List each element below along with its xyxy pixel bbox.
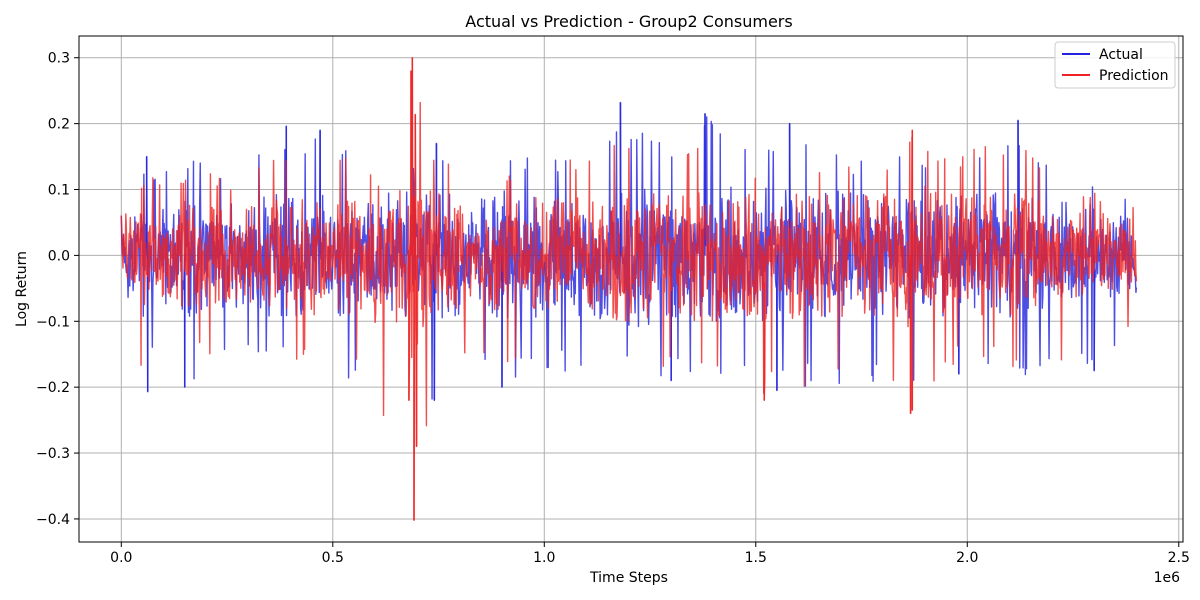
- y-tick-label: 0.0: [48, 248, 70, 264]
- series-line-prediction: [120, 57, 1138, 521]
- y-tick-label: −0.4: [36, 512, 70, 528]
- x-tick-label: 1.0: [533, 550, 555, 566]
- plot-frame: [78, 35, 1184, 543]
- x-tick-label: 2.0: [956, 550, 978, 566]
- y-axis-title: Log Return: [14, 251, 30, 327]
- x-tick-label: 1.5: [745, 550, 767, 566]
- chart-title: Actual vs Prediction - Group2 Consumers: [465, 12, 792, 31]
- tick-layer: 0.0 0.5 1.0 1.5 2.0 2.5 0.3 0.2 0.1 0.0 −0.1 −0.2 −0…: [36, 51, 1190, 566]
- y-tick-label: −0.3: [36, 446, 70, 462]
- x-axis-offset-label: 1e6: [1154, 570, 1181, 586]
- y-tick-label: −0.2: [36, 380, 70, 396]
- series-prediction: [120, 57, 1138, 521]
- legend-label-actual: Actual: [1099, 47, 1143, 63]
- y-tick-label: 0.1: [48, 183, 70, 199]
- y-tick-label: 0.3: [48, 51, 70, 67]
- x-tick-label: 2.5: [1168, 550, 1190, 566]
- y-tick-label: 0.2: [48, 117, 70, 133]
- x-tick-label: 0.0: [110, 550, 132, 566]
- x-tick-label: 0.5: [322, 550, 344, 566]
- legend-label-prediction: Prediction: [1099, 68, 1169, 84]
- legend: Actual Prediction: [1054, 41, 1176, 89]
- x-axis-title: Time Steps: [589, 570, 668, 586]
- plot-data-area: [120, 57, 1138, 521]
- y-tick-label: −0.1: [36, 314, 70, 330]
